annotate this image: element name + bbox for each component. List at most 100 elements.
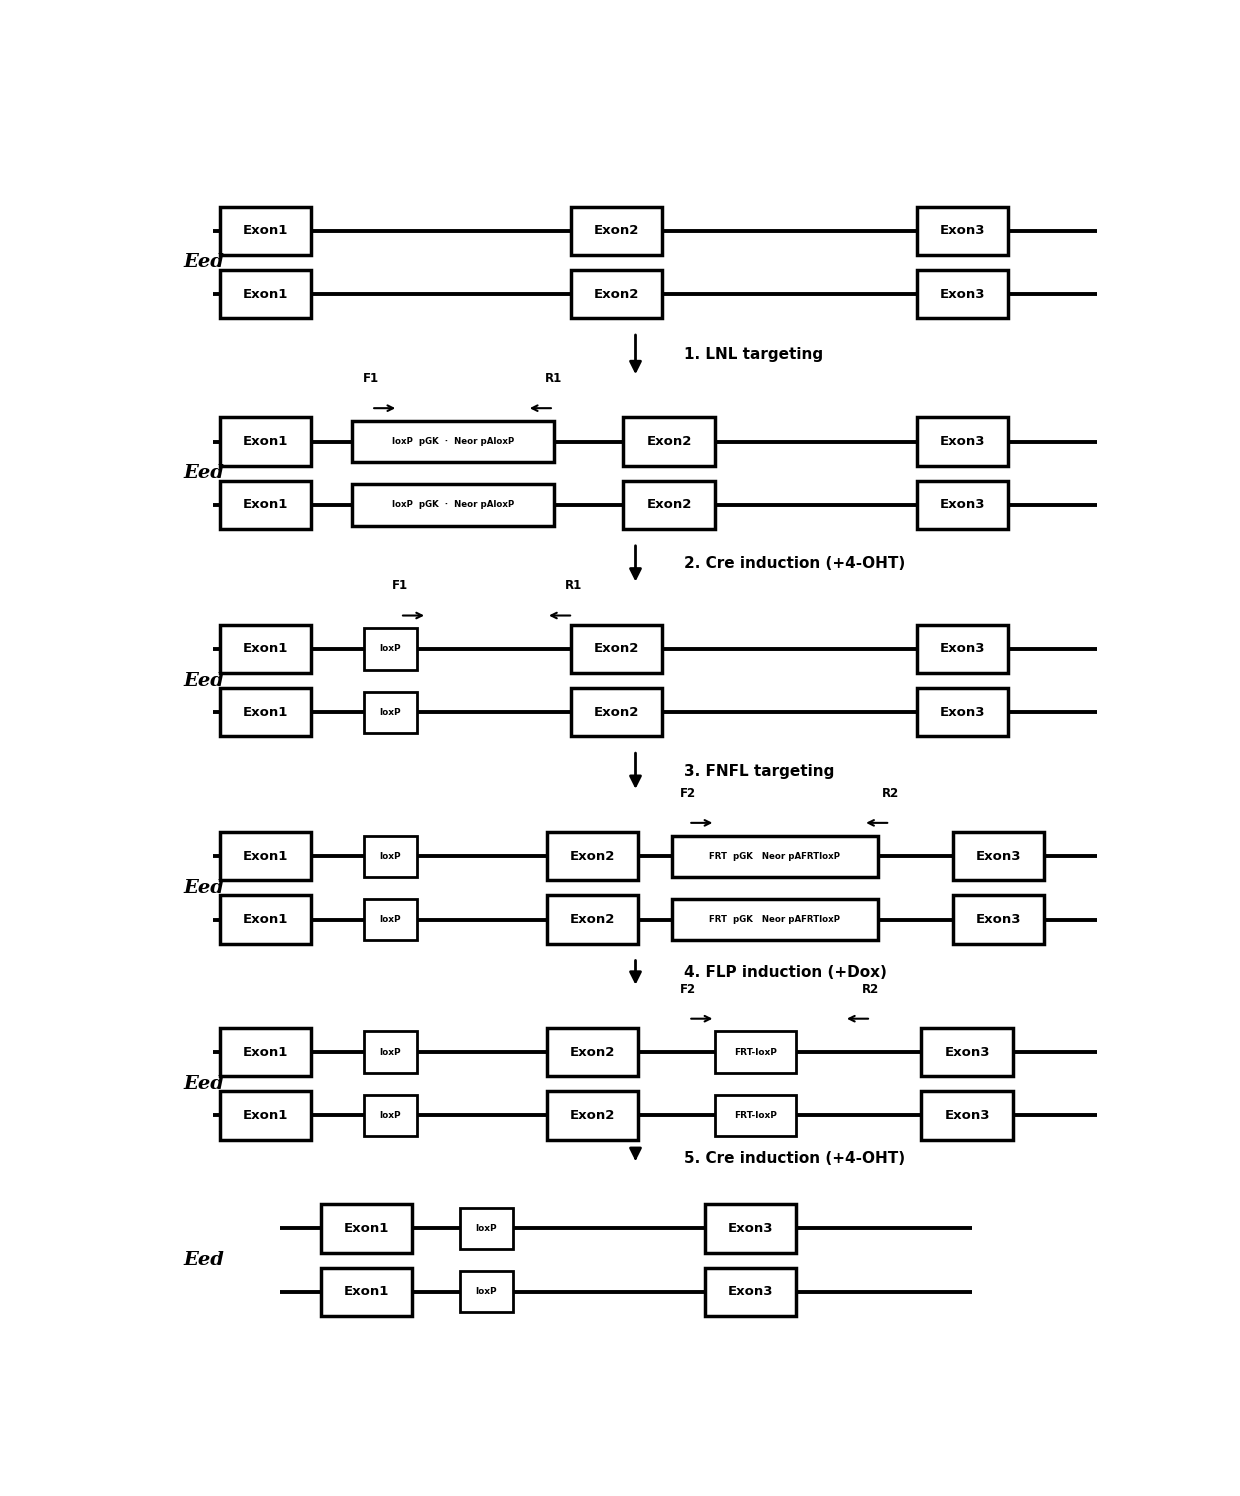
- Text: Eed: Eed: [184, 464, 224, 482]
- Bar: [219, 206, 311, 254]
- Bar: [570, 206, 662, 254]
- Bar: [916, 417, 1008, 465]
- Text: Exon3: Exon3: [728, 1285, 774, 1299]
- Text: Exon3: Exon3: [940, 435, 985, 449]
- Text: Exon3: Exon3: [940, 498, 985, 512]
- Text: 4. FLP induction (+Dox): 4. FLP induction (+Dox): [683, 965, 887, 980]
- Text: Exon1: Exon1: [343, 1222, 389, 1234]
- Text: loxP: loxP: [379, 1112, 402, 1121]
- Bar: [219, 269, 311, 319]
- Text: Exon1: Exon1: [343, 1285, 389, 1299]
- Text: Exon3: Exon3: [945, 1109, 990, 1122]
- Text: Exon2: Exon2: [569, 850, 615, 863]
- Text: R2: R2: [882, 787, 899, 800]
- Bar: [547, 896, 637, 944]
- Text: F1: F1: [392, 579, 408, 592]
- Bar: [219, 480, 311, 530]
- Bar: [921, 1028, 1013, 1076]
- Text: F2: F2: [681, 983, 697, 996]
- Text: FRT  pGK   Neor pAFRTloxP: FRT pGK Neor pAFRTloxP: [709, 851, 841, 860]
- Text: Exon1: Exon1: [243, 1046, 288, 1059]
- Text: Eed: Eed: [184, 880, 224, 898]
- Bar: [916, 206, 1008, 254]
- Bar: [672, 899, 878, 941]
- Text: Eed: Eed: [184, 672, 224, 690]
- Text: Exon3: Exon3: [728, 1222, 774, 1234]
- Text: loxP  pGK  ·  Neor pAloxP: loxP pGK · Neor pAloxP: [392, 501, 515, 510]
- Bar: [365, 836, 417, 877]
- Bar: [624, 480, 714, 530]
- Text: Exon3: Exon3: [940, 287, 985, 301]
- Bar: [321, 1204, 412, 1252]
- Bar: [547, 832, 637, 881]
- Text: Exon2: Exon2: [569, 913, 615, 926]
- Text: FRT  pGK   Neor pAFRTloxP: FRT pGK Neor pAFRTloxP: [709, 916, 841, 925]
- Text: Exon3: Exon3: [940, 706, 985, 718]
- Text: Exon1: Exon1: [243, 913, 288, 926]
- Text: Exon1: Exon1: [243, 287, 288, 301]
- Bar: [460, 1272, 513, 1312]
- Bar: [916, 269, 1008, 319]
- Text: 2. Cre induction (+4-OHT): 2. Cre induction (+4-OHT): [683, 557, 905, 571]
- Text: loxP: loxP: [379, 916, 402, 925]
- Bar: [365, 628, 417, 670]
- Bar: [219, 832, 311, 881]
- Text: F2: F2: [681, 787, 697, 800]
- Text: loxP: loxP: [379, 645, 402, 654]
- Text: FRT-loxP: FRT-loxP: [734, 1112, 777, 1121]
- Text: Exon2: Exon2: [569, 1046, 615, 1059]
- Text: Exon2: Exon2: [569, 1109, 615, 1122]
- Bar: [570, 269, 662, 319]
- Bar: [219, 896, 311, 944]
- Bar: [352, 485, 554, 525]
- Text: loxP: loxP: [476, 1224, 497, 1233]
- Bar: [365, 1031, 417, 1073]
- Text: Exon3: Exon3: [940, 224, 985, 238]
- Text: Exon1: Exon1: [243, 850, 288, 863]
- Bar: [706, 1204, 796, 1252]
- Bar: [921, 1091, 1013, 1140]
- Text: Exon3: Exon3: [945, 1046, 990, 1059]
- Text: Exon1: Exon1: [243, 642, 288, 655]
- Bar: [714, 1031, 796, 1073]
- Bar: [219, 688, 311, 736]
- Text: R1: R1: [546, 373, 563, 384]
- Text: F1: F1: [363, 373, 379, 384]
- Text: Eed: Eed: [184, 1251, 224, 1269]
- Text: loxP  pGK  ·  Neor pAloxP: loxP pGK · Neor pAloxP: [392, 437, 515, 446]
- Bar: [365, 899, 417, 941]
- Text: Exon2: Exon2: [594, 642, 639, 655]
- Bar: [714, 1095, 796, 1135]
- Text: Exon2: Exon2: [594, 706, 639, 718]
- Bar: [570, 625, 662, 673]
- Text: loxP: loxP: [476, 1287, 497, 1296]
- Text: 1. LNL targeting: 1. LNL targeting: [683, 347, 822, 362]
- Bar: [219, 1028, 311, 1076]
- Bar: [352, 420, 554, 462]
- Bar: [219, 1091, 311, 1140]
- Text: Exon2: Exon2: [594, 224, 639, 238]
- Bar: [706, 1267, 796, 1316]
- Bar: [547, 1028, 637, 1076]
- Text: Exon1: Exon1: [243, 224, 288, 238]
- Text: Exon1: Exon1: [243, 706, 288, 718]
- Text: 3. FNFL targeting: 3. FNFL targeting: [683, 763, 835, 778]
- Text: R1: R1: [564, 579, 582, 592]
- Bar: [954, 896, 1044, 944]
- Text: loxP: loxP: [379, 708, 402, 717]
- Bar: [547, 1091, 637, 1140]
- Text: Exon1: Exon1: [243, 498, 288, 512]
- Text: Exon3: Exon3: [940, 642, 985, 655]
- Bar: [624, 417, 714, 465]
- Text: Exon3: Exon3: [976, 913, 1022, 926]
- Bar: [219, 417, 311, 465]
- Bar: [954, 832, 1044, 881]
- Bar: [916, 625, 1008, 673]
- Bar: [672, 836, 878, 877]
- Text: FRT-loxP: FRT-loxP: [734, 1047, 777, 1056]
- Text: R2: R2: [862, 983, 879, 996]
- Text: Eed: Eed: [184, 1074, 224, 1092]
- Bar: [365, 691, 417, 733]
- Bar: [570, 688, 662, 736]
- Text: Exon3: Exon3: [976, 850, 1022, 863]
